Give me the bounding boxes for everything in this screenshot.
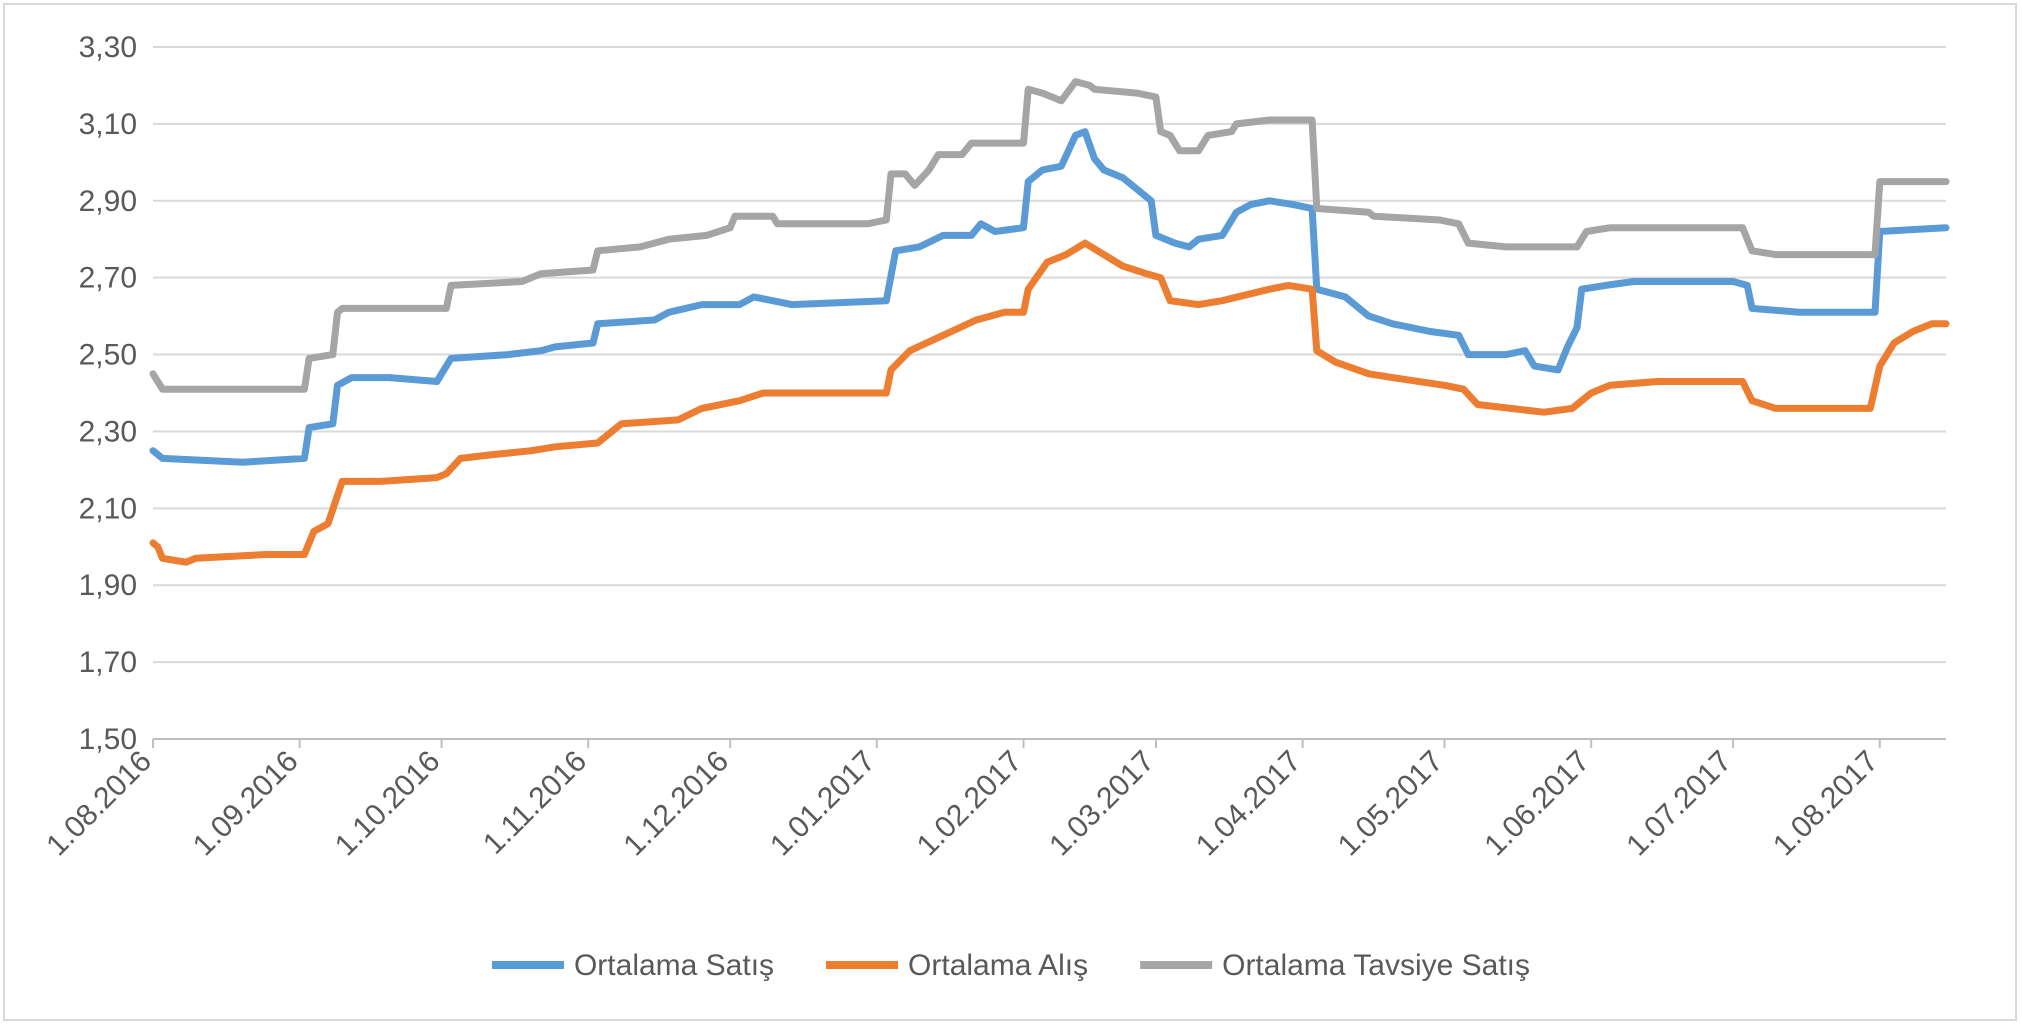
x-tick-label: 1.05.2017 <box>1332 745 1450 863</box>
x-tick-label: 1.04.2017 <box>1190 745 1308 863</box>
y-tick-label: 2,50 <box>79 339 137 372</box>
axes: 1,50 1,70 1,90 2,10 2,30 2,50 2,70 2,90 3,10 3,30… <box>40 31 1946 862</box>
series-lines <box>149 78 1950 566</box>
x-tick-label: 1.11.2016 <box>477 745 593 861</box>
gridlines <box>153 46 1946 664</box>
y-tick-label: 1,90 <box>79 569 137 602</box>
y-tick-label: 2,10 <box>79 492 137 525</box>
chart-frame <box>3 3 2017 1021</box>
legend-label: Ortalama Tavsiye Satış <box>1222 949 1530 982</box>
x-tick-label: 1.01.2017 <box>764 745 882 863</box>
legend: Ortalama Satış Ortalama Alış Ortalama Tavs… <box>491 949 1530 982</box>
y-tick-label: 2,90 <box>79 185 137 218</box>
y-tick-label: 3,10 <box>79 108 137 141</box>
x-tick-label: 1.06.2017 <box>1478 745 1596 863</box>
y-tick-label: 2,70 <box>79 262 137 295</box>
y-tick-label: 1,70 <box>79 646 137 679</box>
y-tick-label: 3,30 <box>79 31 137 64</box>
x-tick-label: 1.10.2016 <box>329 745 447 863</box>
series-line-1 <box>149 239 1950 566</box>
y-tick-label: 2,30 <box>79 415 137 448</box>
x-tick-label: 1.08.2017 <box>1767 745 1885 863</box>
x-tick-label: 1.12.2016 <box>617 745 735 863</box>
x-tick-label: 1.08.2016 <box>40 745 158 863</box>
legend-label: Ortalama Alış <box>908 949 1088 982</box>
series-line-2 <box>149 78 1950 393</box>
series-line-0 <box>149 128 1950 466</box>
x-tick-label: 1.07.2017 <box>1620 745 1738 863</box>
legend-label: Ortalama Satış <box>574 949 774 982</box>
x-tick-label: 1.03.2017 <box>1043 745 1161 863</box>
x-tick-label: 1.02.2017 <box>911 745 1029 863</box>
y-tick-label: 1,50 <box>79 723 137 756</box>
x-tick-label: 1.09.2016 <box>187 745 305 863</box>
